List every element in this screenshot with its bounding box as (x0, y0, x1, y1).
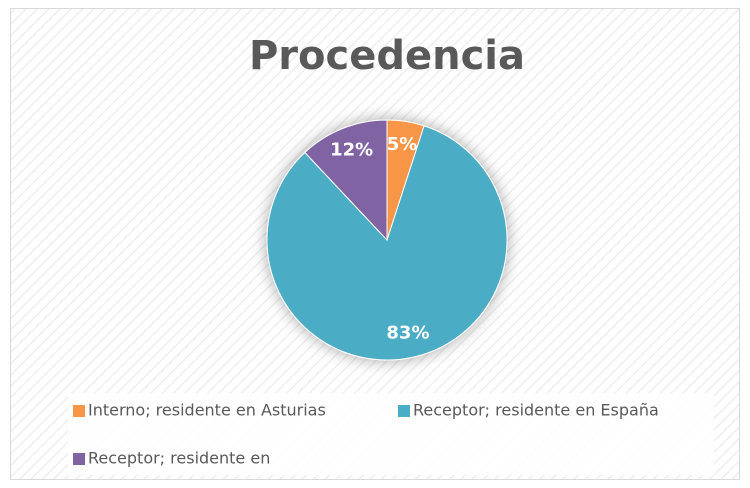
pie-slice (266, 125, 508, 361)
data-label: 12% (330, 140, 373, 161)
chart-title: Procedencia (249, 33, 525, 79)
legend-label: Receptor; residente en (88, 449, 270, 468)
legend-swatch (398, 405, 410, 417)
legend-swatch (73, 405, 85, 417)
legend-swatch (73, 453, 85, 465)
pie-slice (304, 119, 388, 242)
legend-label: Receptor; residente en España (413, 401, 659, 420)
pie (266, 119, 508, 361)
data-label: 83% (386, 323, 429, 344)
legend-box (68, 393, 714, 475)
data-label: 5% (387, 134, 418, 155)
legend-label: Interno; residente en Asturias (88, 401, 326, 420)
